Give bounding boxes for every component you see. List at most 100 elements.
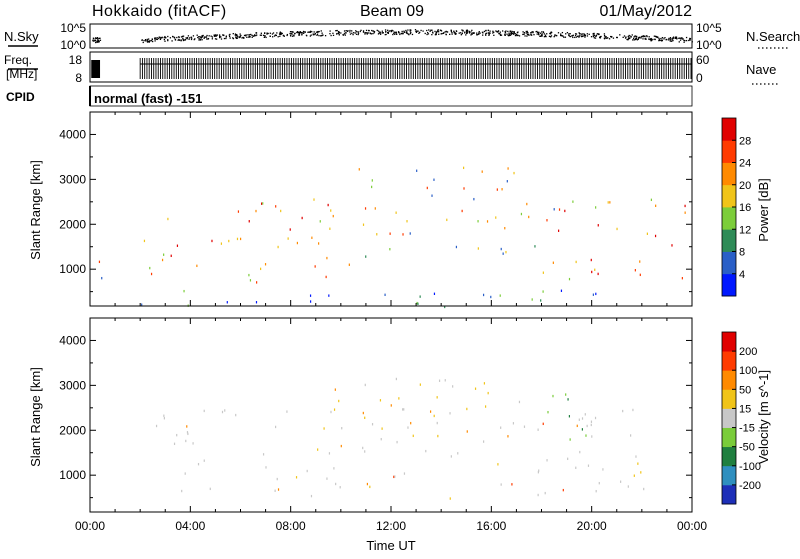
- colorbar-frame: [721, 331, 737, 505]
- noise-sample: [366, 33, 368, 35]
- scatter-point: [586, 424, 588, 428]
- scatter-point: [226, 301, 228, 304]
- scatter-point: [170, 254, 172, 258]
- scatter-point: [332, 214, 334, 218]
- noise-sample: [335, 30, 337, 32]
- noise-sample: [691, 41, 693, 43]
- nave-label: Nave: [746, 62, 776, 77]
- scatter-point: [568, 415, 571, 418]
- noise-sample: [431, 29, 433, 31]
- noise-sample: [187, 35, 190, 37]
- noise-sample: [525, 30, 527, 33]
- scatter-point: [609, 201, 611, 204]
- scatter-point: [553, 208, 555, 211]
- noise-sample: [282, 35, 285, 37]
- noise-sample: [289, 34, 292, 36]
- noise-sample: [548, 35, 551, 37]
- noise-sample: [497, 31, 499, 33]
- noise-sample: [578, 36, 580, 38]
- noise-sample: [190, 36, 192, 38]
- noise-sample: [509, 32, 512, 34]
- noise-sample: [382, 32, 384, 34]
- noise-sample: [512, 33, 515, 35]
- noise-sample: [631, 34, 633, 36]
- noise-sample: [289, 30, 292, 33]
- scatter-point: [450, 455, 452, 458]
- noise-sample: [431, 34, 433, 36]
- noise-sample: [495, 30, 497, 32]
- noise-sample: [388, 30, 391, 32]
- noise-sample: [530, 32, 532, 34]
- scatter-point: [547, 410, 549, 414]
- noise-sample: [468, 31, 470, 34]
- noise-sample: [540, 34, 543, 36]
- noise-sample: [661, 36, 664, 39]
- scatter-point: [211, 239, 213, 243]
- scatter-point: [484, 405, 487, 408]
- noise-sample: [387, 29, 389, 31]
- noise-sample: [637, 38, 639, 40]
- scatter-point: [262, 202, 264, 205]
- scatter-point: [301, 216, 303, 220]
- noise-sample: [286, 33, 289, 36]
- noise-sample: [518, 35, 521, 37]
- noise-sample: [497, 30, 500, 32]
- scatter-point: [595, 206, 597, 209]
- scatter-point: [416, 301, 418, 305]
- noise-sample: [410, 29, 412, 31]
- noise-sample: [344, 34, 347, 36]
- noise-sample: [571, 35, 573, 37]
- noise-sample: [476, 34, 478, 36]
- noise-sample: [682, 38, 684, 40]
- noise-sample: [426, 29, 428, 32]
- scatter-point: [505, 250, 507, 254]
- power-ylabel: Slant Range [km]: [28, 160, 43, 260]
- noise-sample: [401, 30, 403, 33]
- noise-sample: [248, 35, 251, 38]
- noise-sample: [387, 32, 389, 35]
- scatter-point: [362, 411, 364, 415]
- noise-sample: [192, 35, 195, 37]
- noise-sample: [269, 32, 271, 34]
- noise-sample: [321, 35, 323, 37]
- noise-sample: [513, 31, 515, 33]
- scatter-point: [436, 421, 438, 425]
- noise-sample: [283, 35, 286, 37]
- noise-sample: [568, 35, 571, 37]
- noise-sample: [238, 36, 240, 38]
- noise-sample: [511, 32, 513, 35]
- noise-sample: [219, 36, 221, 39]
- time-axis: 00:00 04:00 08:00 12:00 16:00 20:00 00:00: [75, 112, 707, 533]
- noise-sample: [200, 37, 202, 39]
- noise-sample: [398, 32, 400, 34]
- noise-sample: [508, 33, 510, 36]
- scatter-point: [640, 471, 642, 474]
- noise-sample: [683, 39, 685, 42]
- scatter-point: [528, 215, 530, 219]
- power-scatter: [98, 166, 686, 309]
- noise-sample: [362, 30, 365, 32]
- velocity-colorbar-label: Velocity [m s^-1]: [756, 370, 771, 464]
- noise-sample: [504, 32, 507, 34]
- scatter-point: [497, 463, 499, 466]
- noise-sample: [386, 31, 389, 34]
- noise-sample: [235, 34, 237, 37]
- noise-sample: [355, 30, 357, 32]
- noise-sample: [225, 35, 228, 37]
- noise-sample: [156, 37, 158, 39]
- noise-sample: [297, 32, 300, 34]
- noise-sample: [279, 31, 282, 33]
- freq-left-tick-low: 8: [75, 71, 82, 85]
- scatter-point: [339, 486, 341, 489]
- noise-sample: [672, 37, 674, 40]
- noise-right-tick-high: 10^5: [696, 21, 722, 35]
- scatter-point: [496, 188, 498, 191]
- scatter-point: [228, 239, 230, 243]
- noise-sample: [493, 31, 495, 33]
- noise-sample: [204, 36, 206, 38]
- scatter-point: [409, 232, 411, 235]
- noise-sample: [532, 30, 534, 33]
- scatter-point: [513, 171, 515, 175]
- scatter-point: [183, 289, 185, 293]
